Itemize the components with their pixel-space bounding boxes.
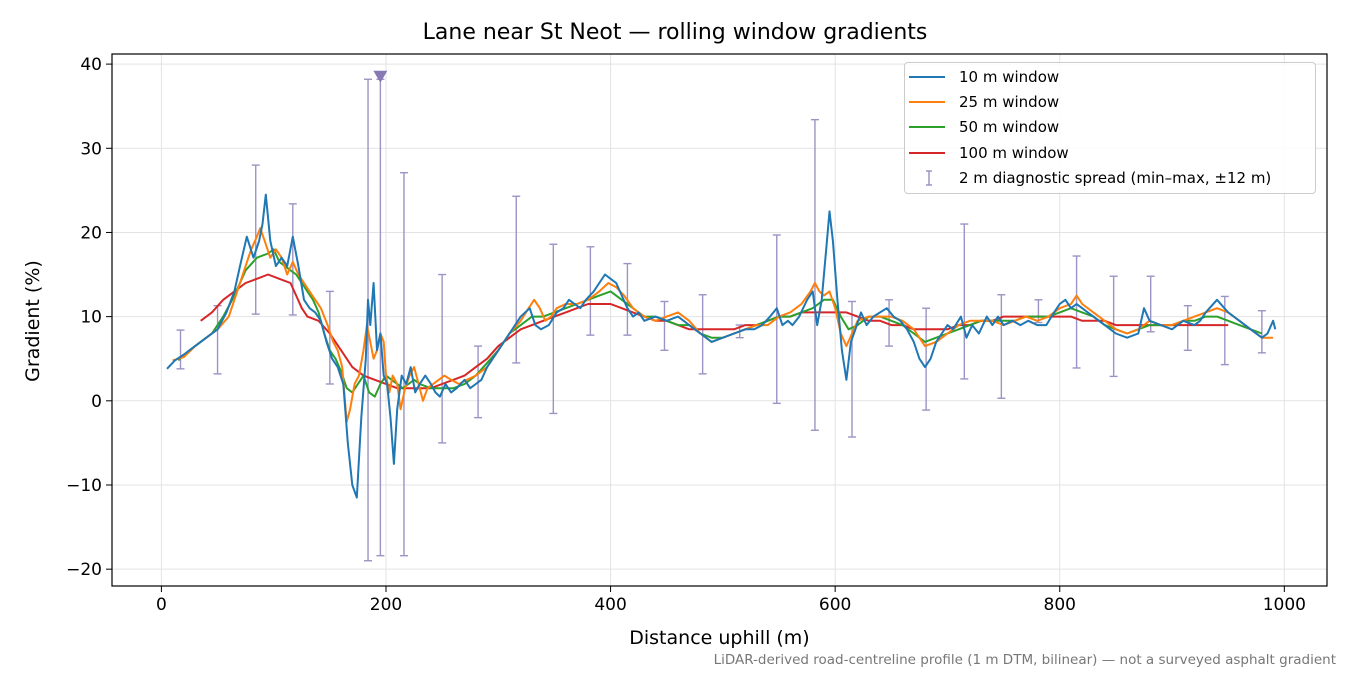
legend-errorbar-icon [926,170,932,186]
y-tick-label: 40 [80,55,102,75]
down-triangle-marker [373,70,388,83]
error-bar [586,246,595,336]
error-bar [213,304,222,375]
x-tick-label: 200 [370,595,402,615]
y-axis-ticks: −20 −10 0 10 20 30 40 [66,55,112,580]
y-tick-label: 0 [91,392,102,412]
y-axis-label: Gradient (%) [22,260,44,382]
legend-item-50m: 50 m window [905,117,1059,137]
error-bar [885,299,894,347]
error-bar [1072,255,1081,369]
legend-label-100m: 100 m window [959,144,1069,162]
legend: 10 m window 25 m window 50 m window 100 … [904,62,1316,194]
series-line-100-m-window [200,273,1229,390]
chart-title: Lane near St Neot — rolling window gradi… [422,20,928,45]
legend-item-10m: 10 m window [905,67,1059,87]
y-tick-label: 10 [80,308,102,328]
error-bar [438,273,447,444]
legend-item-100m: 100 m window [905,143,1069,163]
x-tick-label: 1000 [1263,595,1306,615]
x-tick-label: 400 [594,595,626,615]
error-bar [810,118,819,431]
y-tick-label: −20 [66,560,102,580]
legend-swatch-50m [909,126,945,128]
x-tick-label: 0 [156,595,167,615]
error-bar [960,223,969,380]
error-bar [848,300,857,438]
error-bar [1146,275,1155,333]
error-bar [325,290,334,385]
y-tick-label: 20 [80,223,102,243]
error-bar [660,300,669,352]
x-axis-ticks: 0 200 400 600 800 1000 [156,586,1306,615]
series-line-25-m-window [172,227,1274,423]
y-tick-label: −10 [66,476,102,496]
legend-label-25m: 25 m window [959,93,1060,111]
y-tick-label: 30 [80,139,102,159]
error-bar [288,203,297,316]
error-bar [176,329,185,370]
legend-label-50m: 50 m window [959,118,1060,136]
error-bar [1034,299,1043,324]
x-tick-label: 800 [1044,595,1076,615]
error-bar [376,78,385,557]
legend-swatch-100m [909,152,945,154]
outlier-marker [373,70,388,83]
legend-item-25m: 25 m window [905,92,1059,112]
error-bar [922,307,931,411]
error-bar [1183,304,1192,352]
error-bars [176,78,1266,562]
error-bar [549,243,558,415]
legend-swatch-25m [909,101,945,103]
legend-label-10m: 10 m window [959,68,1060,86]
legend-swatch-10m [909,76,945,78]
error-bar [1109,275,1118,378]
error-bar [1257,310,1266,354]
error-bar [399,171,408,557]
legend-item-spread: 2 m diagnostic spread (min–max, ±12 m) [905,168,1271,188]
x-axis-label: Distance uphill (m) [629,627,810,649]
error-bar [997,294,1006,399]
series-line-10-m-window [166,193,1277,499]
x-tick-label: 600 [819,595,851,615]
legend-label-spread: 2 m diagnostic spread (min–max, ±12 m) [959,169,1272,187]
plot-frame [111,53,1328,587]
series-lines [166,193,1277,499]
footnote: LiDAR-derived road-centreline profile (1… [713,652,1336,668]
error-bar [512,195,521,364]
